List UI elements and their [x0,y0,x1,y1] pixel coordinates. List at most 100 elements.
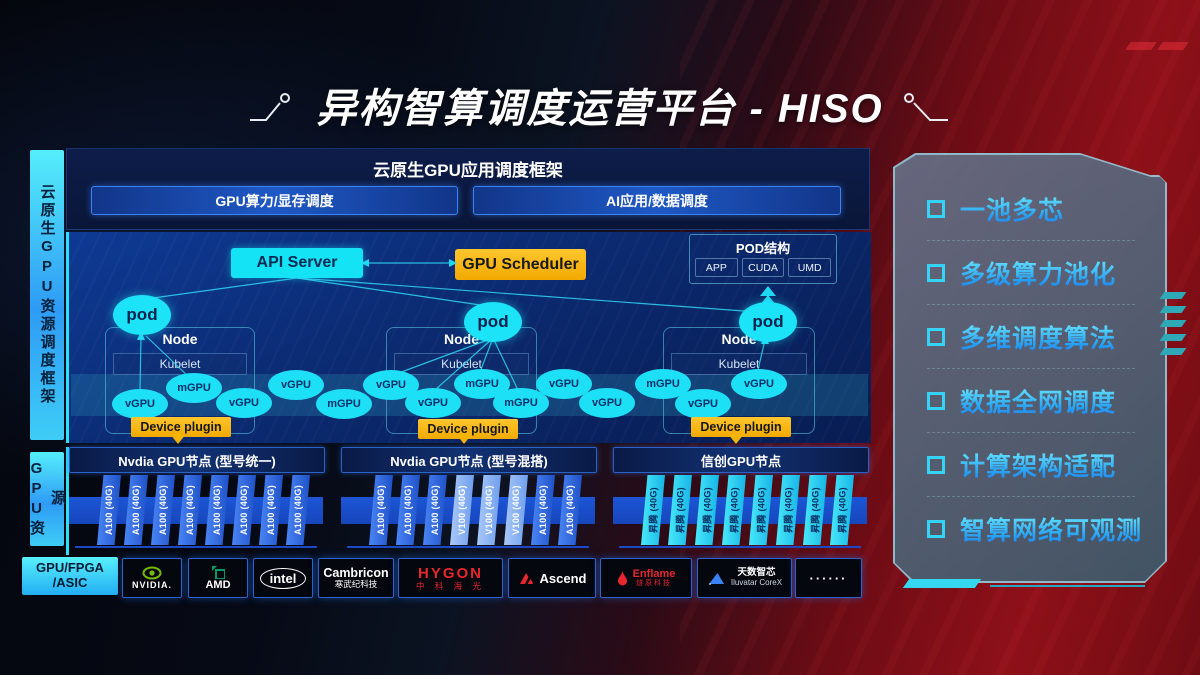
gpu-card: 昇腾 (40G) [668,475,692,545]
gpu-card: A100 (40G) [259,475,283,545]
gpu-card-label: A100 (40G) [293,484,303,536]
circuit-decoration-left [250,93,290,121]
gpu-card: 昇腾 (40G) [722,475,746,545]
gpu-card: V100 (40G) [504,475,528,545]
feature-item: 智算网络可观测 [927,497,1141,560]
red-hatch-decoration [1157,42,1189,50]
feature-label: 计算架构适配 [960,447,1116,483]
gpu-card: A100 (40G) [97,475,121,545]
gpu-card: 昇腾 (40G) [830,475,854,545]
pod-badge: pod [464,302,522,342]
down-arrow-icon [728,434,744,444]
gpu-card: 昇腾 (40G) [776,475,800,545]
gpu-oval: vGPU [216,388,272,418]
pod-structure-box: POD结构 APP CUDA UMD [689,234,837,284]
vendor-name: ······ [809,570,848,586]
vendor-box-enflame: Enflame 燧原科技 [600,558,692,598]
vendor-subtitle: 中 科 海 光 [415,580,486,591]
pod-badge: pod [113,295,171,335]
gpu-card: A100 (40G) [124,475,148,545]
gpu-oval: mGPU [166,373,222,403]
square-bullet-icon [927,455,945,474]
device-plugin-box: Device plugin [691,417,791,437]
vendor-text: Enflame 燧原科技 [633,568,676,588]
vendor-text: Ascend [540,571,587,586]
gpu-oval: vGPU [112,389,168,419]
vendor-text: NVIDIA. [132,580,172,590]
gpu-card-label: A100 (40G) [239,484,249,536]
gpu-card-label: A100 (40G) [376,484,386,536]
square-bullet-icon [927,199,945,218]
gpu-compute-memory-scheduling-box: GPU算力/显存调度 [91,186,458,215]
feature-item: 计算架构适配 [927,433,1135,497]
framework-panel-title: 云原生GPU应用调度框架 [373,161,563,180]
ascend-icon [518,571,535,586]
gpu-card-label: A100 (40G) [266,484,276,536]
down-arrow-icon [456,434,472,444]
pod-structure-item: UMD [788,258,832,277]
vendor-name: NVIDIA. [131,580,172,590]
vendor-subtitle: 寒武纪科技 [334,579,378,590]
amd-square-icon [211,565,225,579]
square-bullet-icon [927,263,945,282]
node-label: Node [162,331,198,347]
feature-panel-frame [893,153,1167,583]
vendor-box-dots: ······ [795,558,862,598]
vendor-text: Cambricon 寒武纪科技 [323,566,388,589]
vendor-name: Enflame [632,568,676,581]
down-arrow-icon [170,434,186,444]
gpu-card: V100 (40G) [477,475,501,545]
vendor-text: ······ [810,571,848,586]
pod-structure-item: CUDA [741,258,785,277]
vendor-text: HYGON 中 科 海 光 [416,565,485,591]
gpu-card-label: 昇腾 (40G) [702,487,713,533]
gpu-card-label: V100 (40G) [457,485,467,535]
vendor-box-nvidia: NVIDIA. [122,558,182,598]
gpu-node-group-header: Nvdia GPU节点 (型号统一) [69,447,325,473]
gpu-oval: vGPU [268,370,324,400]
gpu-card-label: A100 (40G) [212,484,222,536]
gpu-card-label: A100 (40G) [185,484,195,536]
pod-structure-item: APP [695,258,738,277]
kubelet-bar: Kubelet [113,353,247,375]
flame-icon [617,569,628,587]
vendor-text: intel [259,567,307,589]
hatch-decoration [1159,292,1187,299]
gpu-card: V100 (40G) [450,475,474,545]
gpu-card: A100 (40G) [232,475,256,545]
vendor-box-cambricon: Cambricon 寒武纪科技 [318,558,394,598]
sidebar-label-gpu-resource: GPU资源 [28,452,66,546]
teal-line-decoration [990,585,1145,587]
gpu-card: A100 (40G) [531,475,555,545]
gpu-card-label: 昇腾 (40G) [783,487,794,533]
device-plugin-box: Device plugin [418,419,518,439]
pod-structure-title: POD结构 [735,241,791,256]
sidebar-label-framework: 云原生GPU资源调度框架 [30,150,64,440]
gpu-card: 昇腾 (40G) [803,475,827,545]
gpu-card-label: A100 (40G) [158,484,168,536]
vendor-box-hygon: HYGON 中 科 海 光 [398,558,503,598]
vendor-text: 天数智芯 Iluvatar CoreX [730,567,783,588]
gpu-nodes-section: Nvdia GPU节点 (型号统一) A100 (40G) A100 (40G) A1… [66,447,871,555]
square-bullet-icon [927,519,945,538]
gpu-card-label: A100 (40G) [565,484,575,536]
device-plugin-box: Device plugin [131,417,231,437]
vendor-box-iluvatar: 天数智芯 Iluvatar CoreX [697,558,792,598]
red-hatch-decoration [1125,42,1157,50]
feature-label: 一池多芯 [960,191,1064,227]
gpu-card: A100 (40G) [558,475,582,545]
gpu-oval: vGPU [675,389,731,419]
gpu-card-label: 昇腾 (40G) [729,487,740,533]
gpu-card: A100 (40G) [151,475,175,545]
gpu-card-label: A100 (40G) [430,484,440,536]
vendor-box-amd: AMD [188,558,248,598]
vendor-subtitle: Iluvatar CoreX [730,578,783,588]
vendor-name: Cambricon [323,566,389,581]
hatch-decoration [1159,320,1187,327]
gpu-oval: mGPU [493,388,549,418]
gpu-rack-baseline [75,546,317,548]
vendor-name: AMD [205,578,231,591]
hatch-decoration [1159,306,1187,313]
gpu-oval: vGPU [405,388,461,418]
